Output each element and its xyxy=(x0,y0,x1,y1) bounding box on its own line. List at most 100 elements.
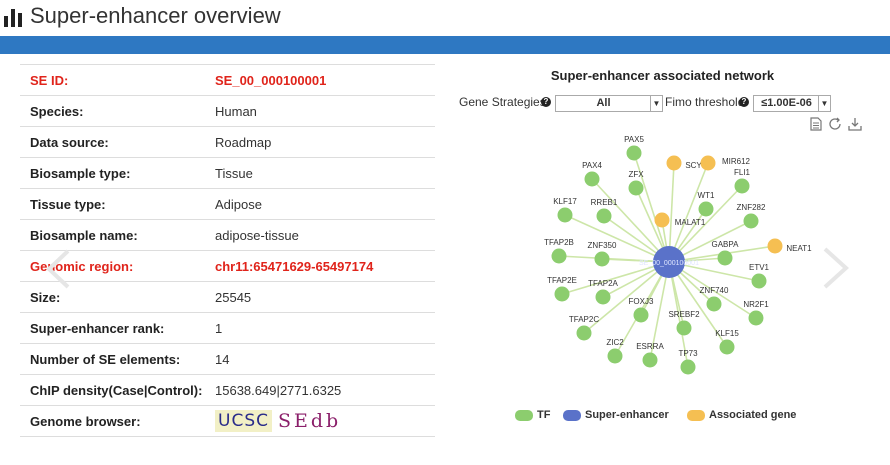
info-value: Tissue xyxy=(205,157,435,189)
network-node-tp73[interactable]: TP73 xyxy=(678,349,698,375)
center-node-circle[interactable] xyxy=(653,246,685,278)
network-node-znf282[interactable]: ZNF282 xyxy=(737,203,766,229)
network-node-rreb1[interactable]: RREB1 xyxy=(591,198,618,224)
node-circle[interactable] xyxy=(633,307,649,323)
network-node-wt1[interactable]: WT1 xyxy=(698,191,715,217)
carousel-prev-icon[interactable] xyxy=(44,248,72,290)
fimo-threshold-label: Fimo threshold xyxy=(665,95,745,109)
node-circle[interactable] xyxy=(551,248,567,264)
network-edge xyxy=(633,152,670,263)
network-edge xyxy=(649,261,670,361)
info-row-se-elements: Number of SE elements: 14 xyxy=(20,343,435,375)
download-icon[interactable] xyxy=(848,117,862,131)
network-node-zfx[interactable]: ZFX xyxy=(628,170,644,196)
info-label: SE ID: xyxy=(20,64,205,96)
node-circle[interactable] xyxy=(654,212,670,228)
info-label: Size: xyxy=(20,281,205,313)
network-node-znf350[interactable]: ZNF350 xyxy=(588,241,617,267)
node-label: TFAP2C xyxy=(569,315,599,324)
node-circle[interactable] xyxy=(628,180,644,196)
node-label: NR2F1 xyxy=(743,300,769,309)
network-node-etv1[interactable]: ETV1 xyxy=(749,263,770,289)
node-label: ESRRA xyxy=(636,342,664,351)
help-icon[interactable]: ? xyxy=(541,97,551,107)
help-icon[interactable]: ? xyxy=(739,97,749,107)
network-node-gabpa[interactable]: GABPA xyxy=(712,240,740,266)
network-edge xyxy=(561,261,670,295)
node-circle[interactable] xyxy=(595,289,611,305)
gene-strategies-select[interactable]: All ▼ xyxy=(555,95,663,112)
node-circle[interactable] xyxy=(751,273,767,289)
network-node-klf17[interactable]: KLF17 xyxy=(553,197,577,223)
network-node-nr2f1[interactable]: NR2F1 xyxy=(743,300,769,326)
network-node-pax5[interactable]: PAX5 xyxy=(624,135,644,161)
node-label: KLF17 xyxy=(553,197,577,206)
info-row-tissue-type: Tissue type: Adipose xyxy=(20,188,435,220)
network-node-pax4[interactable]: PAX4 xyxy=(582,161,602,187)
info-label: Data source: xyxy=(20,126,205,158)
document-icon[interactable] xyxy=(810,117,822,131)
node-label: NEAT1 xyxy=(786,244,812,253)
sedb-browser-link[interactable]: SEdb xyxy=(277,410,342,432)
node-circle[interactable] xyxy=(607,348,623,364)
info-value: 1 xyxy=(205,312,435,344)
network-node-mir612[interactable]: MIR612 xyxy=(700,155,751,171)
node-circle[interactable] xyxy=(596,208,612,224)
node-label: MIR612 xyxy=(722,157,751,166)
network-node-tfap2c[interactable]: TFAP2C xyxy=(569,315,599,341)
node-circle[interactable] xyxy=(554,286,570,302)
node-circle[interactable] xyxy=(734,178,750,194)
network-node-tfap2a[interactable]: TFAP2A xyxy=(588,279,619,305)
network-edge xyxy=(668,162,675,263)
ucsc-browser-link[interactable]: UCSC xyxy=(215,410,272,432)
node-circle[interactable] xyxy=(706,296,722,312)
node-circle[interactable] xyxy=(642,352,658,368)
node-circle[interactable] xyxy=(700,155,716,171)
network-node-foxj3[interactable]: FOXJ3 xyxy=(629,297,654,323)
node-circle[interactable] xyxy=(594,251,610,267)
info-row-biosample-name: Biosample name: adipose-tissue xyxy=(20,219,435,251)
legend-associated-gene[interactable]: Associated gene xyxy=(687,409,796,421)
info-row-biosample-type: Biosample type: Tissue xyxy=(20,157,435,189)
network-node-fli1[interactable]: FLI1 xyxy=(734,168,751,194)
fimo-threshold-select[interactable]: ≤1.00E-06 ▼ xyxy=(753,95,831,112)
network-edge xyxy=(583,261,670,334)
network-node-znf740[interactable]: ZNF740 xyxy=(700,286,729,312)
legend-swatch-se xyxy=(563,409,581,421)
node-circle[interactable] xyxy=(584,171,600,187)
network-title: Super-enhancer associated network xyxy=(550,68,775,83)
node-circle[interactable] xyxy=(698,201,714,217)
node-circle[interactable] xyxy=(680,359,696,375)
network-node-neat1[interactable]: NEAT1 xyxy=(767,238,813,254)
node-circle[interactable] xyxy=(719,339,735,355)
node-circle[interactable] xyxy=(717,250,733,266)
carousel-next-icon[interactable] xyxy=(821,246,851,290)
node-circle[interactable] xyxy=(676,320,692,336)
refresh-icon[interactable] xyxy=(828,117,842,131)
info-label: Biosample type: xyxy=(20,157,205,189)
node-label: TFAP2E xyxy=(547,276,577,285)
legend-tf[interactable]: TF xyxy=(515,409,550,421)
network-node-srebf2[interactable]: SREBF2 xyxy=(668,310,700,336)
network-node-scyl1[interactable]: SCYL1 xyxy=(666,155,712,171)
network-node-super-enhancer[interactable]: SE_00_000100001 xyxy=(639,246,699,278)
node-circle[interactable] xyxy=(557,207,573,223)
legend-super-enhancer[interactable]: Super-enhancer xyxy=(563,409,669,421)
chevron-down-icon: ▼ xyxy=(818,96,830,111)
header-band xyxy=(0,36,890,54)
node-circle[interactable] xyxy=(767,238,783,254)
network-node-malat1[interactable]: MALAT1 xyxy=(654,212,706,228)
network-node-klf15[interactable]: KLF15 xyxy=(715,329,739,355)
network-node-tfap2e[interactable]: TFAP2E xyxy=(547,276,577,302)
node-circle[interactable] xyxy=(743,213,759,229)
network-node-tfap2b[interactable]: TFAP2B xyxy=(544,238,574,264)
network-node-esrra[interactable]: ESRRA xyxy=(636,342,664,368)
network-node-zic2[interactable]: ZIC2 xyxy=(606,338,624,364)
node-circle[interactable] xyxy=(748,310,764,326)
info-value: Adipose xyxy=(205,188,435,220)
node-label: FLI1 xyxy=(734,168,751,177)
node-circle[interactable] xyxy=(576,325,592,341)
node-circle[interactable] xyxy=(666,155,682,171)
node-circle[interactable] xyxy=(626,145,642,161)
